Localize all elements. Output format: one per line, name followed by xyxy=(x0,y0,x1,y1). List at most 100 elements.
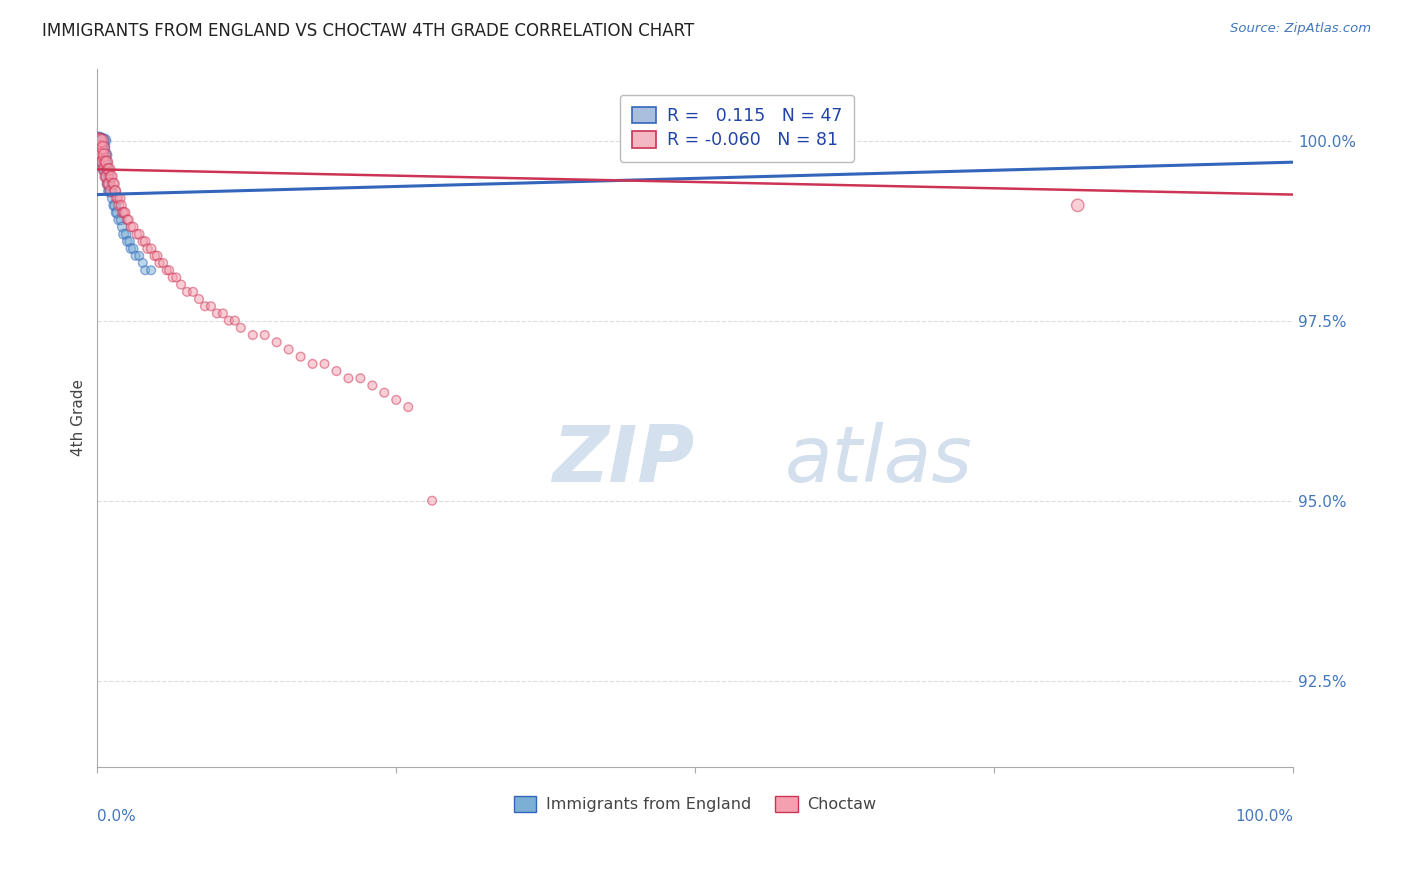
Point xyxy=(96,155,118,169)
Point xyxy=(90,134,112,148)
Point xyxy=(97,177,120,191)
Point xyxy=(827,141,849,155)
Point xyxy=(93,148,115,162)
Point xyxy=(125,227,148,242)
Point xyxy=(107,205,129,219)
Point xyxy=(128,249,150,263)
Point xyxy=(100,169,122,184)
Text: 100.0%: 100.0% xyxy=(1234,809,1294,824)
Point xyxy=(111,205,134,219)
Point xyxy=(90,141,112,155)
Point xyxy=(152,256,174,270)
Point xyxy=(361,378,384,392)
Point xyxy=(89,141,111,155)
Point xyxy=(93,162,115,177)
Point xyxy=(101,191,124,205)
Point xyxy=(134,263,156,277)
Point xyxy=(120,219,142,234)
Point xyxy=(100,184,122,198)
Point xyxy=(1067,198,1090,212)
Point xyxy=(111,219,134,234)
Point xyxy=(132,235,155,249)
Point xyxy=(229,321,252,335)
Point xyxy=(266,335,288,350)
Point xyxy=(91,155,114,169)
Point xyxy=(91,134,114,148)
Point xyxy=(89,134,111,148)
Point xyxy=(98,177,121,191)
Point xyxy=(146,249,169,263)
Point xyxy=(103,177,125,191)
Point xyxy=(94,155,117,169)
Point xyxy=(94,169,117,184)
Point xyxy=(108,212,131,227)
Point xyxy=(90,141,112,155)
Point xyxy=(218,313,240,327)
Point xyxy=(100,184,122,198)
Point xyxy=(91,141,114,155)
Point xyxy=(93,134,115,148)
Point xyxy=(132,256,155,270)
Point xyxy=(205,306,228,320)
Legend: Immigrants from England, Choctaw: Immigrants from England, Choctaw xyxy=(508,789,883,819)
Point xyxy=(90,148,112,162)
Point xyxy=(87,134,110,148)
Point xyxy=(141,242,163,256)
Text: Source: ZipAtlas.com: Source: ZipAtlas.com xyxy=(1230,22,1371,36)
Point xyxy=(94,155,117,169)
Point xyxy=(396,400,419,414)
Point xyxy=(97,169,120,184)
Point xyxy=(420,493,443,508)
Point xyxy=(108,191,131,205)
Point xyxy=(143,249,166,263)
Point xyxy=(104,198,127,212)
Point xyxy=(117,212,139,227)
Text: atlas: atlas xyxy=(785,422,973,498)
Point xyxy=(212,306,235,320)
Text: 0.0%: 0.0% xyxy=(97,809,136,824)
Point xyxy=(224,313,246,327)
Point xyxy=(200,299,222,313)
Point xyxy=(157,263,180,277)
Point xyxy=(91,134,114,148)
Point xyxy=(141,263,163,277)
Point xyxy=(105,191,128,205)
Point xyxy=(98,177,121,191)
Point xyxy=(115,235,138,249)
Point xyxy=(314,357,336,371)
Point xyxy=(385,392,408,407)
Point xyxy=(170,277,193,292)
Point xyxy=(93,148,115,162)
Point xyxy=(87,134,110,148)
Point xyxy=(253,328,276,343)
Point xyxy=(112,227,135,242)
Point xyxy=(98,162,121,177)
Point xyxy=(115,227,138,242)
Point xyxy=(194,299,217,313)
Point xyxy=(181,285,204,299)
Point xyxy=(110,198,132,212)
Point xyxy=(103,198,125,212)
Point xyxy=(156,263,179,277)
Point xyxy=(301,357,323,371)
Point xyxy=(115,212,138,227)
Point xyxy=(107,191,129,205)
Point xyxy=(114,205,136,219)
Point xyxy=(349,371,371,385)
Point xyxy=(93,162,115,177)
Point xyxy=(97,177,120,191)
Point xyxy=(89,134,111,148)
Point xyxy=(101,177,124,191)
Point xyxy=(337,371,360,385)
Point xyxy=(93,155,115,169)
Point xyxy=(87,141,110,155)
Point xyxy=(97,162,120,177)
Point xyxy=(136,242,159,256)
Text: IMMIGRANTS FROM ENGLAND VS CHOCTAW 4TH GRADE CORRELATION CHART: IMMIGRANTS FROM ENGLAND VS CHOCTAW 4TH G… xyxy=(42,22,695,40)
Point xyxy=(134,235,156,249)
Point xyxy=(100,169,122,184)
Point xyxy=(89,148,111,162)
Text: ZIP: ZIP xyxy=(551,422,695,498)
Point xyxy=(91,148,114,162)
Point xyxy=(188,292,211,306)
